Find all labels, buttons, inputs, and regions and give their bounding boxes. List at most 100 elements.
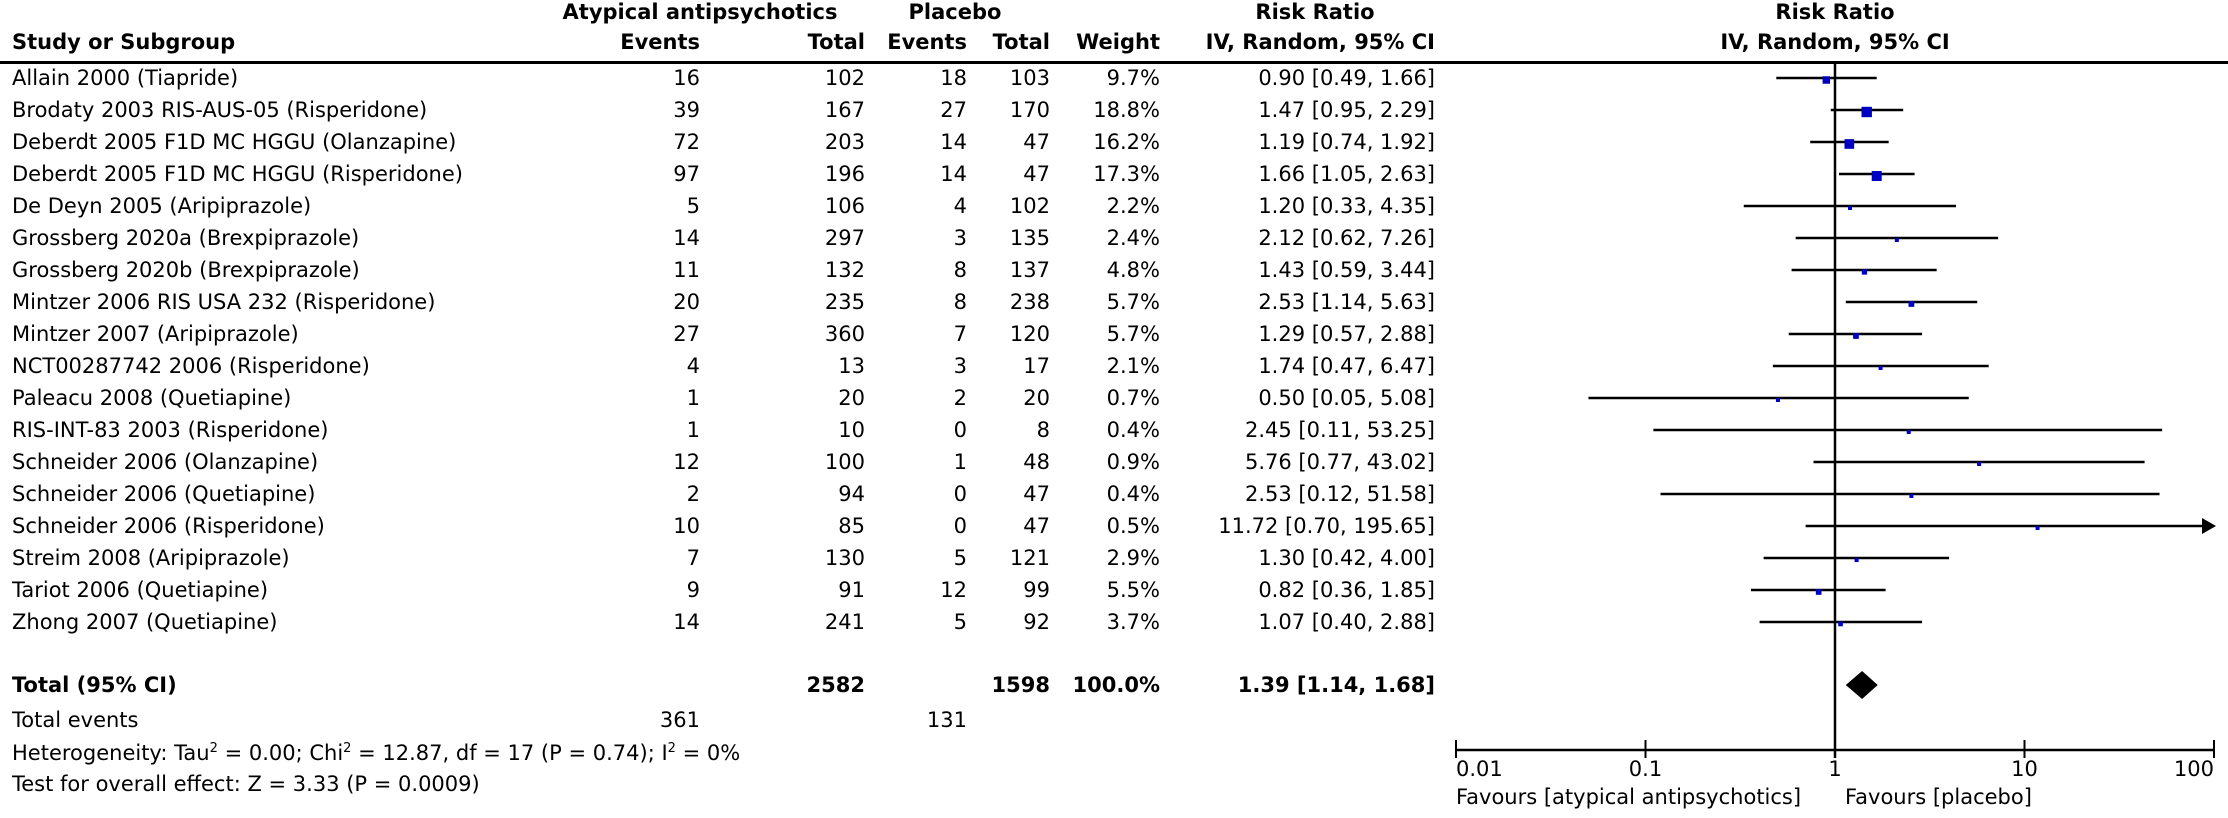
group1-header: Atypical antipsychotics [562,0,838,24]
weight: 2.1% [1106,354,1160,378]
total-1: 132 [824,258,865,282]
total-label: Total (95% CI) [12,673,177,697]
events-2: 1 [953,450,967,474]
risk-ratio-ci: 11.72 [0.70, 195.65] [1218,514,1435,538]
events-1: 14 [673,226,700,250]
events-1: 39 [673,98,700,122]
total-2: 47 [1023,130,1050,154]
axis-tick-label: 0.1 [1628,757,1663,781]
pooled-diamond [1845,671,1878,699]
rr-method-header: IV, Random, 95% CI [1205,30,1435,54]
study-name: Schneider 2006 (Quetiapine) [12,482,316,506]
risk-ratio-ci: 1.47 [0.95, 2.29] [1258,98,1435,122]
effect-square [1853,333,1859,339]
risk-ratio-ci: 0.82 [0.36, 1.85] [1258,578,1435,602]
study-name: Grossberg 2020a (Brexpiprazole) [12,226,360,250]
study-name: Grossberg 2020b (Brexpiprazole) [12,258,360,282]
total-2: 92 [1023,610,1050,634]
events-1: 14 [673,610,700,634]
total1-header: Total [807,30,865,54]
axis-tick-label: 100 [2173,757,2214,781]
total-2: 170 [1009,98,1050,122]
events-2: 3 [953,226,967,250]
effect-square [1861,106,1872,118]
weight: 18.8% [1093,98,1160,122]
weight: 2.2% [1106,194,1160,218]
risk-ratio-ci: 2.12 [0.62, 7.26] [1258,226,1435,250]
total-2: 17 [1023,354,1050,378]
events-1: 27 [673,322,700,346]
total-1: 20 [838,386,865,410]
events-2: 7 [953,322,967,346]
effect-square [1906,430,1911,434]
risk-ratio-ci: 0.50 [0.05, 5.08] [1258,386,1435,410]
total-1: 94 [838,482,865,506]
study-name: NCT00287742 2006 (Risperidone) [12,354,370,378]
weight: 5.7% [1106,290,1160,314]
events-2: 2 [953,386,967,410]
effect-square [1815,589,1822,595]
plot-title-header: Risk Ratio [1775,0,1895,24]
weight: 2.4% [1106,226,1160,250]
events-2: 18 [940,66,967,90]
total-2: 102 [1009,194,1050,218]
events-1: 1 [686,386,700,410]
events-1: 11 [673,258,700,282]
header-rule [0,61,2228,64]
events-2: 0 [953,514,967,538]
total-2: 47 [1023,482,1050,506]
total-n1: 2582 [806,673,865,697]
weight: 0.7% [1106,386,1160,410]
events-1: 2 [686,482,700,506]
events-2: 5 [953,546,967,570]
total-events-label: Total events [12,708,139,732]
total-2: 48 [1023,450,1050,474]
events-2: 5 [953,610,967,634]
total-2: 135 [1009,226,1050,250]
total-1: 241 [824,610,865,634]
total-2: 47 [1023,162,1050,186]
total-1: 203 [824,130,865,154]
events-2: 8 [953,258,967,282]
study-name: Mintzer 2006 RIS USA 232 (Risperidone) [12,290,436,314]
events-1: 20 [673,290,700,314]
effect-square [1908,301,1915,307]
study-name: Zhong 2007 (Quetiapine) [12,610,278,634]
events-2: 3 [953,354,967,378]
axis-tick-label: 1 [1828,757,1842,781]
events-1: 72 [673,130,700,154]
total2-header: Total [992,30,1050,54]
risk-ratio-ci: 2.45 [0.11, 53.25] [1244,418,1435,442]
group2-header: Placebo [908,0,1002,24]
total-1: 10 [838,418,865,442]
total-n2: 1598 [991,673,1050,697]
study-name: De Deyn 2005 (Aripiprazole) [12,194,312,218]
events-1: 9 [686,578,700,602]
risk-ratio-ci: 5.76 [0.77, 43.02] [1244,450,1435,474]
rr-title-header: Risk Ratio [1255,0,1375,24]
total-1: 13 [838,354,865,378]
total-2: 238 [1009,290,1050,314]
events-2: 12 [940,578,967,602]
study-name: Allain 2000 (Tiapride) [12,66,239,90]
weight: 2.9% [1106,546,1160,570]
risk-ratio-ci: 1.74 [0.47, 6.47] [1258,354,1435,378]
events-2: 27 [940,98,967,122]
events-1: 10 [673,514,700,538]
effect-square [1871,171,1882,181]
study-name: Tariot 2006 (Quetiapine) [12,578,269,602]
risk-ratio-ci: 1.07 [0.40, 2.88] [1258,610,1435,634]
events-2: 14 [940,162,967,186]
events-2: 0 [953,418,967,442]
events-1: 12 [673,450,700,474]
total-rr: 1.39 [1.14, 1.68] [1237,673,1435,697]
study-name: Schneider 2006 (Olanzapine) [12,450,319,474]
events-1: 4 [686,354,700,378]
ci-arrow-icon [2202,518,2216,534]
risk-ratio-ci: 1.66 [1.05, 2.63] [1258,162,1435,186]
study-column-header: Study or Subgroup [12,30,236,54]
total-2: 103 [1009,66,1050,90]
effect-square [1775,398,1780,402]
effect-square [1838,621,1843,627]
events1-header: Events [620,30,700,54]
